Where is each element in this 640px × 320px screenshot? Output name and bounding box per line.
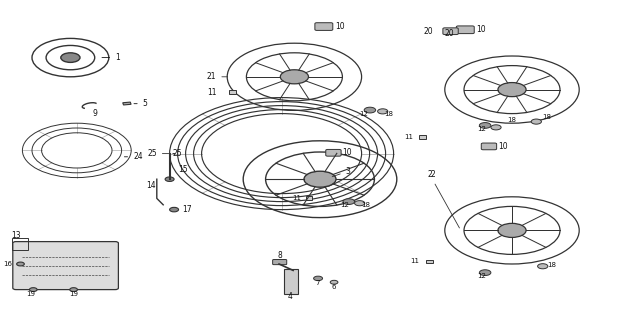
Text: 14: 14: [146, 181, 156, 190]
Bar: [284, 269, 298, 294]
Text: 4: 4: [288, 292, 293, 301]
FancyBboxPatch shape: [481, 143, 497, 150]
Text: 25: 25: [173, 149, 182, 158]
Text: 2: 2: [431, 170, 435, 179]
Text: 2: 2: [428, 170, 460, 228]
Circle shape: [165, 177, 174, 181]
Circle shape: [364, 107, 376, 113]
Text: 19: 19: [69, 291, 78, 297]
Text: 11: 11: [410, 259, 419, 264]
Circle shape: [304, 171, 336, 187]
Text: 5: 5: [134, 99, 148, 108]
Bar: [306, 196, 312, 200]
Text: 25: 25: [147, 149, 169, 158]
Circle shape: [61, 53, 80, 62]
Text: 12: 12: [477, 126, 486, 132]
FancyBboxPatch shape: [326, 149, 341, 156]
Circle shape: [498, 223, 526, 237]
Text: 20: 20: [445, 29, 454, 38]
Text: 11: 11: [404, 134, 413, 140]
Text: 11: 11: [207, 88, 216, 97]
Circle shape: [355, 201, 365, 206]
FancyBboxPatch shape: [13, 242, 118, 290]
Bar: [229, 90, 236, 94]
FancyBboxPatch shape: [456, 26, 474, 34]
Bar: [123, 102, 131, 105]
Text: 18: 18: [543, 114, 552, 120]
Circle shape: [330, 280, 338, 284]
Text: 9: 9: [92, 109, 97, 118]
Bar: [419, 135, 426, 139]
Text: 20: 20: [423, 27, 433, 36]
Circle shape: [378, 109, 388, 114]
Text: 8: 8: [277, 251, 282, 260]
Text: 10: 10: [498, 142, 508, 151]
Circle shape: [314, 276, 323, 281]
Circle shape: [531, 119, 541, 124]
Text: 11: 11: [292, 195, 301, 201]
Text: 1: 1: [102, 53, 120, 62]
Bar: [426, 260, 433, 263]
Text: 17: 17: [182, 205, 192, 214]
Text: 10: 10: [476, 25, 486, 34]
Text: 12: 12: [477, 273, 486, 279]
Circle shape: [343, 199, 355, 204]
Circle shape: [479, 123, 491, 128]
Text: 18: 18: [547, 262, 556, 268]
Bar: [12, 238, 28, 250]
Text: 6: 6: [332, 284, 337, 290]
Text: 15: 15: [178, 165, 188, 174]
Text: 18: 18: [362, 202, 371, 208]
Circle shape: [498, 83, 526, 97]
Circle shape: [491, 125, 501, 130]
Text: 21: 21: [207, 72, 228, 81]
FancyBboxPatch shape: [443, 28, 458, 35]
Circle shape: [17, 262, 24, 266]
Text: 19: 19: [26, 291, 35, 297]
Text: 7: 7: [316, 280, 321, 286]
Text: 24: 24: [124, 152, 143, 161]
Text: 12: 12: [340, 202, 349, 208]
Circle shape: [29, 288, 37, 292]
Text: 12: 12: [359, 111, 368, 117]
Text: 10: 10: [335, 22, 344, 31]
Text: 13: 13: [12, 231, 21, 240]
Circle shape: [479, 270, 491, 276]
Circle shape: [70, 288, 77, 292]
Text: 16: 16: [3, 261, 12, 267]
FancyBboxPatch shape: [273, 260, 287, 265]
Text: 3: 3: [332, 167, 351, 177]
Circle shape: [170, 207, 179, 212]
Text: 10: 10: [342, 148, 352, 157]
FancyBboxPatch shape: [315, 23, 333, 30]
Text: 18: 18: [385, 111, 394, 117]
Text: 18: 18: [508, 116, 516, 123]
Circle shape: [538, 264, 548, 269]
Circle shape: [280, 70, 308, 84]
